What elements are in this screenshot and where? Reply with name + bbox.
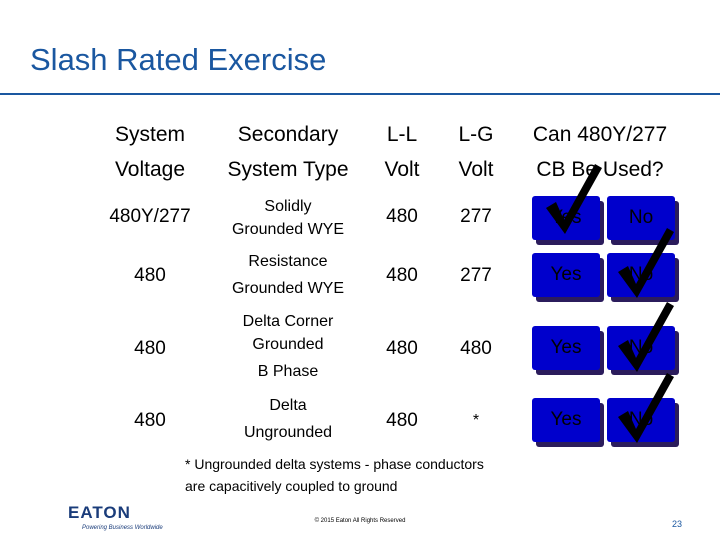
header-text: System Type xyxy=(227,158,349,181)
secondary-type-line: Grounded WYE xyxy=(231,221,345,238)
row1-ll: 480 xyxy=(386,206,418,227)
header-ll: L-L Volt xyxy=(372,123,432,182)
secondary-type-line: B Phase xyxy=(257,363,319,380)
checkmark-icon xyxy=(618,228,674,298)
header-text: L-G xyxy=(458,123,494,146)
checkmark-icon xyxy=(618,373,674,443)
secondary-type-line: Grounded xyxy=(252,336,324,353)
eaton-logo: EATON xyxy=(68,503,131,522)
footnote-line-2: are capacitively coupled to ground xyxy=(185,478,398,494)
secondary-type-line: Delta xyxy=(269,397,307,414)
row2-system-voltage: 480 xyxy=(134,265,166,286)
row3-system-voltage: 480 xyxy=(134,338,166,359)
checkmark-icon xyxy=(546,164,602,234)
header-text: Can 480Y/277 xyxy=(532,123,668,146)
header-lg: L-G Volt xyxy=(446,123,506,182)
row4-lg: * xyxy=(472,412,480,429)
row1-lg: 277 xyxy=(460,206,492,227)
copyright-text: © 2015 Eaton All Rights Reserved xyxy=(314,518,406,524)
row2-secondary-type: Resistance Grounded WYE xyxy=(212,253,364,298)
row2-lg: 277 xyxy=(460,265,492,286)
row3-lg: 480 xyxy=(460,338,492,359)
header-text: L-L xyxy=(386,123,418,146)
secondary-type-line: Grounded WYE xyxy=(231,280,345,297)
header-system-voltage: System Voltage xyxy=(95,123,205,182)
row3-yes-button[interactable]: Yes xyxy=(532,326,600,370)
row4-secondary-type: Delta Ungrounded xyxy=(212,397,364,442)
row4-yes-button[interactable]: Yes xyxy=(532,398,600,442)
page-title: Slash Rated Exercise xyxy=(30,42,327,77)
header-text: Volt xyxy=(458,158,494,181)
secondary-type-line: Resistance xyxy=(248,253,328,270)
checkmark-icon xyxy=(618,302,674,372)
title-divider xyxy=(0,93,720,95)
logo-tagline: Powering Business Worldwide xyxy=(82,525,163,531)
row3-ll: 480 xyxy=(386,338,418,359)
header-text: Volt xyxy=(384,158,420,181)
row4-system-voltage: 480 xyxy=(134,410,166,431)
header-text: Secondary xyxy=(237,123,339,146)
header-secondary-type: Secondary System Type xyxy=(212,123,364,182)
row1-system-voltage: 480Y/277 xyxy=(109,206,191,227)
secondary-type-line: Delta Corner xyxy=(242,313,334,330)
row4-ll: 480 xyxy=(386,410,418,431)
page-number: 23 xyxy=(672,519,683,529)
row3-secondary-type: Delta Corner Grounded B Phase xyxy=(212,313,364,381)
row2-ll: 480 xyxy=(386,265,418,286)
header-text: System xyxy=(114,123,185,146)
row1-secondary-type: Solidly Grounded WYE xyxy=(212,198,364,239)
row1-no-button[interactable]: No xyxy=(607,196,675,240)
header-text: Voltage xyxy=(114,158,186,181)
secondary-type-line: Ungrounded xyxy=(243,424,333,441)
footnote-line-1: * Ungrounded delta systems - phase condu… xyxy=(185,456,484,472)
secondary-type-line: Solidly xyxy=(264,198,312,215)
row2-yes-button[interactable]: Yes xyxy=(532,253,600,297)
